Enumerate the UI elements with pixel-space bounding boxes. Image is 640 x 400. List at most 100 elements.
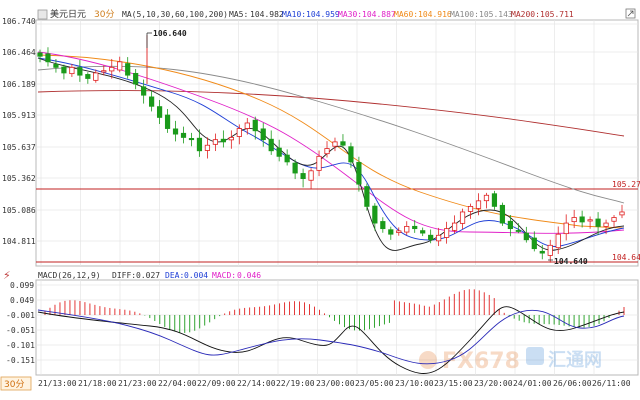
- candle: [212, 133, 218, 152]
- candle: [515, 223, 521, 234]
- candle: [547, 239, 553, 263]
- ref-label-lower: 104.644: [612, 253, 640, 262]
- candle: [37, 49, 43, 63]
- candle: [141, 79, 147, 104]
- candle: [316, 150, 322, 177]
- time-tick: 23/20:00: [474, 379, 513, 388]
- candle: [579, 210, 585, 228]
- grid-lines: [36, 20, 638, 375]
- candle: [220, 130, 226, 148]
- macd-tick: -0.101: [6, 341, 35, 350]
- candle: [380, 217, 386, 233]
- macd-toggle-icon[interactable]: ⚡: [3, 269, 11, 282]
- candle: [188, 132, 195, 147]
- ma5-label: MA5:: [229, 10, 248, 19]
- time-tick: 21/18:00: [78, 379, 117, 388]
- time-tick: 22/14:00: [237, 379, 276, 388]
- candle: [507, 215, 513, 237]
- candle: [61, 64, 67, 80]
- ma60-line: [37, 54, 625, 229]
- candle: [603, 219, 609, 235]
- candle: [451, 215, 458, 234]
- candle: [587, 216, 593, 229]
- candle: [420, 227, 426, 237]
- price-tick: 106.189: [2, 80, 36, 89]
- expand-icon[interactable]: [625, 8, 636, 19]
- candle: [164, 108, 171, 133]
- price-tick: 105.362: [2, 174, 36, 183]
- settings-icon[interactable]: [37, 9, 48, 20]
- macd-lines: [37, 306, 625, 374]
- candle: [125, 57, 131, 79]
- macd-macd-label: MACD:: [212, 271, 236, 280]
- price-axis: 106.740 106.464 106.189 105.913 105.637 …: [2, 17, 36, 246]
- time-tick: 23/05:00: [355, 379, 394, 388]
- candle: [555, 226, 561, 254]
- candle: [539, 244, 545, 260]
- macd-dea-value: 0.004: [184, 271, 208, 280]
- candle: [77, 59, 83, 82]
- candle: [93, 69, 99, 83]
- watermark: FX678 汇通网: [419, 347, 602, 374]
- macd-header: ⚡ MACD(26,12,9) DIFF: 0.027 DEA: 0.004 M…: [3, 269, 261, 282]
- macd-tick: -0.151: [6, 356, 35, 365]
- ma30-line: [37, 51, 625, 234]
- time-tick: 23/00:00: [316, 379, 355, 388]
- time-tick: 24/01:00: [513, 379, 552, 388]
- macd-diff-label: DIFF:: [112, 271, 136, 280]
- candle: [619, 204, 625, 219]
- candle: [260, 122, 266, 147]
- price-tick: 104.811: [2, 237, 36, 246]
- high-marker: 106.640: [146, 29, 187, 48]
- period-selector[interactable]: 30分: [0, 376, 32, 391]
- macd-histogram: [44, 289, 625, 333]
- candle: [475, 193, 482, 216]
- watermark-brand: FX678: [442, 349, 520, 374]
- ma100-label: MA100:: [450, 10, 479, 19]
- low-marker: 104.640: [548, 257, 588, 266]
- chart-header: 美元日元 30分 MA(5,10,30,60,100,200) MA5: 104…: [37, 8, 636, 20]
- ma100-value: 105.143: [479, 10, 513, 19]
- macd-tick: -0.001: [6, 311, 35, 320]
- time-tick: 22/09:00: [197, 379, 236, 388]
- candle: [563, 214, 569, 241]
- time-axis: 21/13:00 21/18:00 21/23:00 22/04:00 22/0…: [38, 379, 631, 388]
- candle: [204, 137, 211, 159]
- candle: [491, 190, 498, 210]
- candle: [276, 139, 282, 162]
- candle: [268, 130, 274, 155]
- candle: [53, 58, 59, 73]
- candle: [499, 202, 506, 226]
- candle: [252, 116, 258, 140]
- candle: [372, 203, 378, 231]
- macd-params: MACD(26,12,9): [38, 271, 101, 280]
- high-value: 106.640: [153, 29, 187, 38]
- candle: [236, 124, 242, 145]
- candle: [244, 117, 250, 135]
- candle: [467, 203, 474, 219]
- price-tick: 106.740: [2, 17, 36, 26]
- period-label: 30分: [94, 9, 114, 20]
- candle: [180, 126, 187, 144]
- time-tick: 22/19:00: [276, 379, 315, 388]
- candle: [228, 130, 234, 149]
- candlestick-series: [37, 35, 625, 263]
- macd-axis: 0.099 0.049 -0.001 -0.051 -0.101 -0.151: [6, 281, 35, 365]
- symbol-title: 美元日元: [50, 8, 86, 20]
- ma200-label: MA200:: [511, 10, 540, 19]
- ma5-line: [37, 57, 625, 251]
- candle: [444, 221, 450, 244]
- time-tick: 23/15:00: [434, 379, 473, 388]
- candle: [388, 226, 394, 240]
- macd-tick: 0.099: [10, 281, 34, 290]
- macd-panel-frame: [35, 279, 639, 376]
- time-tick: 21/13:00: [38, 379, 77, 388]
- candle: [483, 192, 490, 209]
- candle: [340, 134, 346, 148]
- macd-macd-value: 0.046: [237, 271, 261, 280]
- candle: [356, 156, 362, 192]
- candle: [611, 214, 617, 228]
- ma10-label: MA10:: [282, 10, 306, 19]
- price-tick: 105.637: [2, 143, 36, 152]
